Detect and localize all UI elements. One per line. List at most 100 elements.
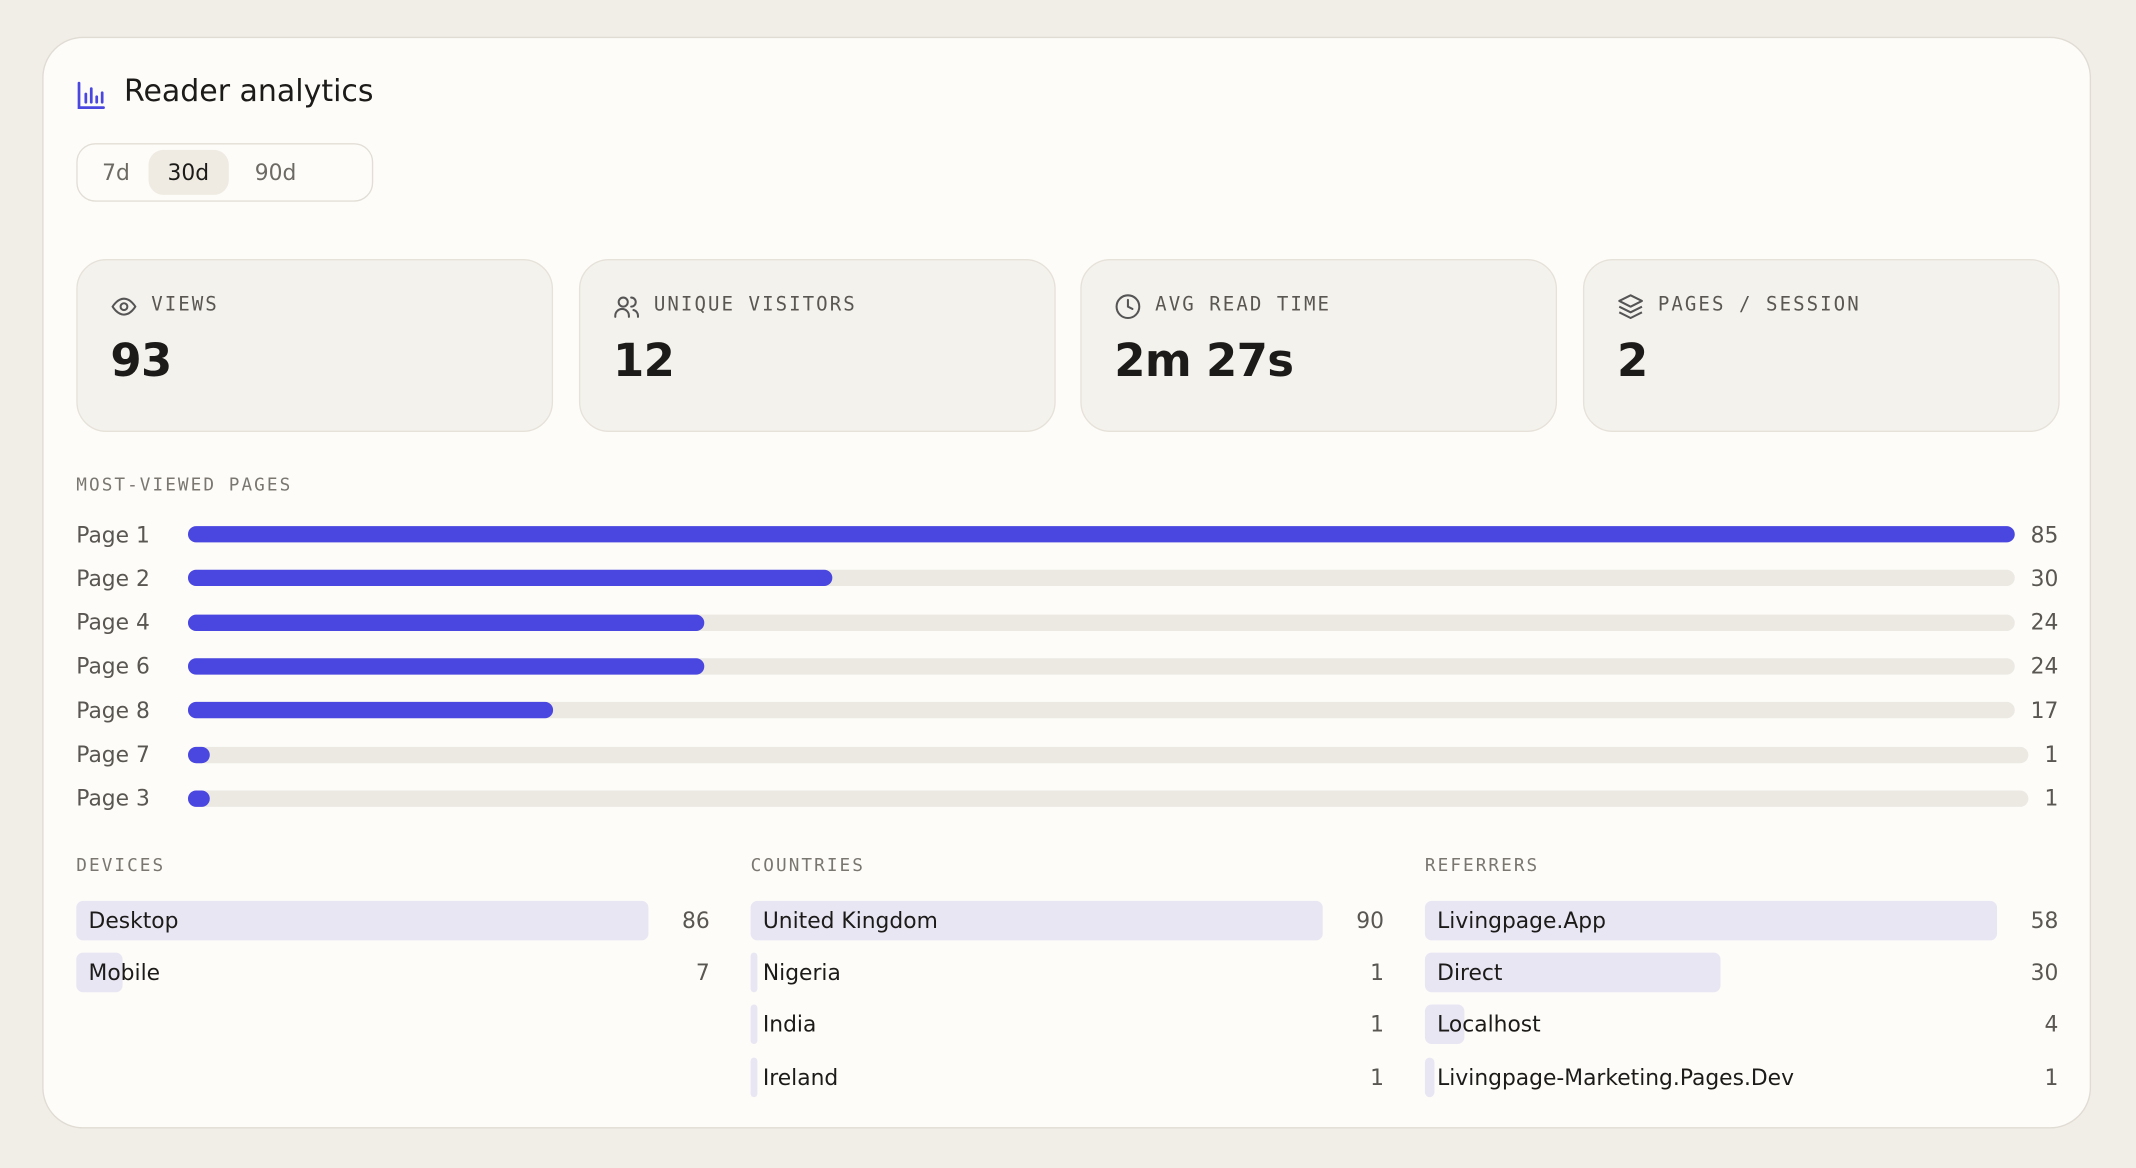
stat-card: UNIQUE VISITORS 12 <box>578 258 1056 433</box>
list-bar <box>750 1004 757 1045</box>
page-row: Page 7 1 <box>76 738 2058 771</box>
list-count: 30 <box>2030 959 2059 986</box>
list-label: India <box>762 1011 817 1038</box>
list-count: 86 <box>681 907 710 934</box>
list-label: Nigeria <box>762 959 841 986</box>
analytics-card: Reader analytics 7d 30d 90d VIEWS 93 UNIQU… <box>42 36 2092 1129</box>
stat-label: UNIQUE VISITORS <box>653 294 857 317</box>
page-label: Page 3 <box>76 785 150 812</box>
stat-label: PAGES / SESSION <box>1657 294 1861 317</box>
list-row: United Kingdom 90 <box>750 900 1385 941</box>
list-bar <box>76 900 649 941</box>
list-row: Localhost 4 <box>1424 1004 2059 1045</box>
section-title: MOST-VIEWED PAGES <box>76 475 293 497</box>
page-label: Page 8 <box>76 697 150 724</box>
list-label: Localhost <box>1437 1011 1541 1038</box>
stat-label: VIEWS <box>151 294 219 317</box>
eye-icon <box>111 297 137 316</box>
range-tabs: 7d 30d 90d <box>76 143 374 202</box>
list-label: Livingpage-Marketing.Pages.Dev <box>1437 1063 1794 1090</box>
list-row: Nigeria 1 <box>750 952 1385 993</box>
page-label: Page 7 <box>76 741 150 768</box>
list-label: Mobile <box>88 959 161 986</box>
page-label: Page 2 <box>76 565 150 592</box>
range-tab[interactable]: 7d <box>102 159 130 186</box>
page-label: Page 1 <box>76 521 150 548</box>
layers-icon <box>1618 294 1643 320</box>
bar-track <box>187 790 2029 807</box>
page-row: Page 3 1 <box>76 782 2058 815</box>
stat-label: AVG READ TIME <box>1155 294 1332 317</box>
bar-fill <box>187 790 210 807</box>
page-row: Page 1 85 <box>76 518 2058 551</box>
page-count: 85 <box>2030 521 2059 548</box>
list-label: Direct <box>1437 959 1503 986</box>
page-row: Page 6 24 <box>76 650 2058 683</box>
bar-fill <box>187 702 554 719</box>
bar-fill <box>187 746 210 763</box>
list-bar <box>1424 1057 1435 1097</box>
page-label: Page 6 <box>76 653 150 680</box>
page-count: 24 <box>2030 609 2059 636</box>
list-count: 1 <box>1370 1011 1385 1038</box>
page-row: Page 8 17 <box>76 694 2058 727</box>
stat-card: AVG READ TIME 2m 27s <box>1080 258 1558 433</box>
list-count: 7 <box>695 959 710 986</box>
referrers-list: REFERRERS Livingpage.App 58 Direct 30 Localho… <box>1424 855 2058 1097</box>
list-count: 4 <box>2044 1011 2059 1038</box>
bar-fill <box>187 526 2015 543</box>
list-row: Mobile 7 <box>76 952 710 993</box>
list-row: Ireland 1 <box>750 1057 1385 1097</box>
bar-track <box>187 614 2015 631</box>
stat-card: VIEWS 93 <box>76 258 554 433</box>
countries-list: COUNTRIES United Kingdom 90 Nigeria 1 India 1 I… <box>750 855 1384 1097</box>
bar-track <box>187 658 2015 675</box>
list-label: Ireland <box>762 1063 839 1090</box>
bar-track <box>187 746 2029 763</box>
bar-fill <box>187 614 704 631</box>
bar-fill <box>187 658 704 675</box>
list-bar <box>1424 952 1721 993</box>
users-icon <box>614 296 640 318</box>
list-count: 1 <box>2044 1063 2059 1090</box>
section-title: REFERRERS <box>1424 855 1540 877</box>
range-tab[interactable]: 90d <box>254 159 297 186</box>
list-count: 90 <box>1356 907 1385 934</box>
bar-fill <box>187 570 833 587</box>
list-label: United Kingdom <box>762 907 938 934</box>
list-row: Livingpage.App 58 <box>1424 900 2059 941</box>
list-bar <box>76 952 123 993</box>
section-title: COUNTRIES <box>750 855 865 877</box>
page-label: Page 4 <box>76 609 150 636</box>
page-count: 24 <box>2030 653 2059 680</box>
list-bar <box>750 900 1323 941</box>
page-count: 30 <box>2030 565 2059 592</box>
bar-track <box>187 526 2015 543</box>
list-bar <box>1424 900 1998 941</box>
list-row: Livingpage-Marketing.Pages.Dev 1 <box>1424 1057 2059 1097</box>
bar-track <box>187 702 2015 719</box>
list-label: Livingpage.App <box>1437 907 1606 934</box>
list-row: Desktop 86 <box>76 900 710 941</box>
page-row: Page 2 30 <box>76 562 2058 595</box>
section-title: DEVICES <box>76 855 166 877</box>
list-bar <box>750 952 757 993</box>
stat-value: 12 <box>613 333 675 388</box>
chart-icon <box>77 81 105 110</box>
list-bar <box>1424 1004 1465 1045</box>
list-count: 1 <box>1370 1063 1385 1090</box>
range-tab[interactable]: 30d <box>148 149 229 195</box>
list-count: 1 <box>1370 959 1385 986</box>
list-row: India 1 <box>750 1004 1385 1045</box>
page-row: Page 4 24 <box>76 606 2058 639</box>
stat-value: 93 <box>110 333 172 388</box>
list-count: 58 <box>2030 907 2059 934</box>
devices-list: DEVICES Desktop 86 Mobile 7 <box>76 855 710 993</box>
list-row: Direct 30 <box>1424 952 2059 993</box>
stat-value: 2m 27s <box>1114 333 1294 388</box>
list-label: Desktop <box>88 907 179 934</box>
page-count: 1 <box>2044 785 2059 812</box>
list-bar <box>750 1057 757 1097</box>
